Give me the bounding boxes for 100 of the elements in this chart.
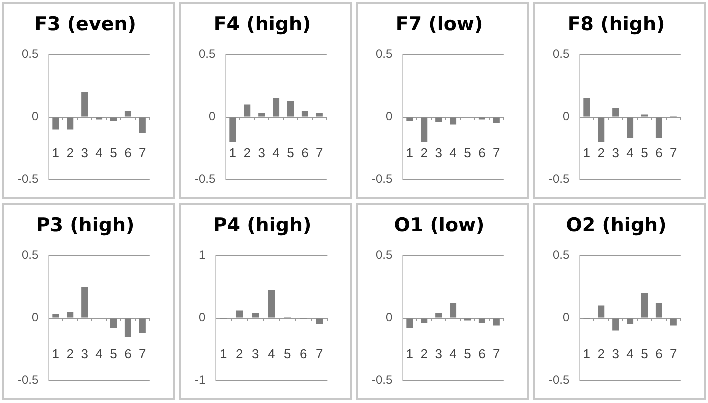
- bar: [493, 318, 500, 326]
- x-tick-label: 7: [670, 346, 678, 362]
- x-tick-label: 2: [598, 146, 605, 161]
- x-tick-label: 2: [420, 346, 428, 362]
- x-tick-label: 4: [626, 146, 634, 161]
- x-tick-label: 2: [66, 146, 74, 161]
- x-tick-label: 2: [420, 146, 428, 161]
- bar: [450, 303, 457, 318]
- x-tick-label: 5: [464, 146, 472, 161]
- x-tick-label: 4: [450, 346, 457, 362]
- x-tick-label: 2: [244, 146, 251, 161]
- x-tick-label: 4: [450, 146, 457, 161]
- bar: [110, 318, 118, 328]
- y-tick-label: -0.5: [372, 373, 393, 388]
- y-tick-label: 0: [386, 110, 393, 124]
- x-tick-label: 5: [110, 346, 118, 362]
- bar: [236, 310, 244, 318]
- x-tick-label: 5: [641, 346, 648, 362]
- chart-title: O1 (low): [394, 214, 485, 236]
- x-tick-label: 4: [268, 346, 276, 362]
- y-tick-label: 0: [32, 310, 39, 325]
- y-tick-label: 0: [562, 310, 570, 325]
- x-tick-label: 6: [302, 146, 309, 161]
- bar: [478, 318, 486, 324]
- x-tick-label: 3: [612, 146, 620, 161]
- x-tick-label: 2: [236, 346, 244, 362]
- y-tick-label: -0.5: [194, 172, 216, 186]
- chart-title: F3 (even): [34, 13, 136, 36]
- bar: [52, 118, 60, 130]
- x-tick-label: 3: [252, 346, 260, 362]
- bar: [124, 318, 132, 338]
- chart-title: F7 (low): [396, 13, 484, 36]
- y-tick-label: 0.5: [376, 47, 393, 62]
- bar: [82, 287, 88, 318]
- y-tick-label: 0.5: [198, 47, 216, 62]
- x-tick-label: 7: [316, 146, 324, 161]
- chart-title: O2 (high): [566, 214, 667, 236]
- x-tick-label: 2: [66, 346, 74, 362]
- x-tick-label: 2: [598, 346, 605, 362]
- y-tick-label: 0: [208, 110, 216, 124]
- y-tick-label: 0: [562, 110, 570, 124]
- y-tick-label: 0: [32, 110, 39, 124]
- y-tick-label: -0.5: [18, 172, 39, 186]
- x-tick-label: 5: [284, 346, 292, 362]
- bar: [252, 313, 260, 318]
- bar: [612, 318, 620, 331]
- y-tick-label: -0.5: [548, 373, 570, 388]
- x-tick-label: 6: [656, 146, 663, 161]
- x-tick-label: 4: [96, 346, 103, 362]
- x-tick-label: 5: [464, 346, 472, 362]
- y-tick-label: 0.5: [22, 248, 39, 262]
- x-tick-label: 7: [139, 146, 146, 161]
- y-tick-label: -1: [195, 373, 206, 388]
- x-tick-label: 3: [81, 346, 88, 362]
- x-tick-label: 1: [229, 146, 237, 161]
- bar: [110, 118, 118, 122]
- bar: [268, 290, 276, 318]
- bar: [230, 118, 236, 142]
- bar: [124, 111, 132, 117]
- x-tick-label: 1: [583, 146, 591, 161]
- y-tick-label: -0.5: [18, 373, 39, 388]
- x-tick-label: 6: [124, 346, 132, 362]
- x-tick-label: 3: [435, 146, 442, 161]
- y-tick-label: 0.5: [376, 248, 393, 262]
- x-tick-label: 6: [478, 346, 486, 362]
- bar: [316, 114, 323, 117]
- x-tick-label: 5: [641, 146, 648, 161]
- x-tick-label: 3: [258, 146, 266, 161]
- y-tick-label: 0.5: [552, 248, 570, 262]
- x-tick-label: 1: [52, 146, 60, 161]
- chart-title: F8 (high): [568, 13, 666, 36]
- x-tick-label: 1: [406, 146, 414, 161]
- x-tick-label: 7: [493, 146, 500, 161]
- y-tick-label: 0.5: [552, 47, 570, 62]
- y-tick-label: 1: [198, 248, 206, 262]
- bar: [584, 98, 590, 117]
- y-tick-label: 0: [386, 310, 393, 325]
- x-tick-label: 6: [478, 146, 486, 161]
- x-tick-label: 3: [81, 146, 88, 161]
- bar: [641, 293, 648, 318]
- x-tick-label: 6: [124, 146, 132, 161]
- bar: [436, 313, 442, 318]
- x-tick-label: 7: [493, 346, 500, 362]
- x-tick-label: 7: [139, 346, 146, 362]
- x-tick-label: 1: [406, 346, 414, 362]
- chart-title: F4 (high): [214, 13, 312, 36]
- bar: [273, 98, 280, 117]
- bar: [598, 118, 605, 142]
- bar: [627, 318, 634, 325]
- x-tick-label: 6: [300, 346, 308, 362]
- chart-title: P4 (high): [213, 214, 312, 236]
- bar: [421, 318, 428, 324]
- bar: [316, 318, 324, 325]
- x-tick-label: 7: [670, 146, 678, 161]
- bar: [67, 312, 74, 318]
- bar: [406, 318, 414, 328]
- x-tick-label: 5: [110, 146, 118, 161]
- y-tick-label: -0.5: [548, 172, 570, 186]
- bar: [139, 318, 146, 334]
- bar: [670, 318, 677, 326]
